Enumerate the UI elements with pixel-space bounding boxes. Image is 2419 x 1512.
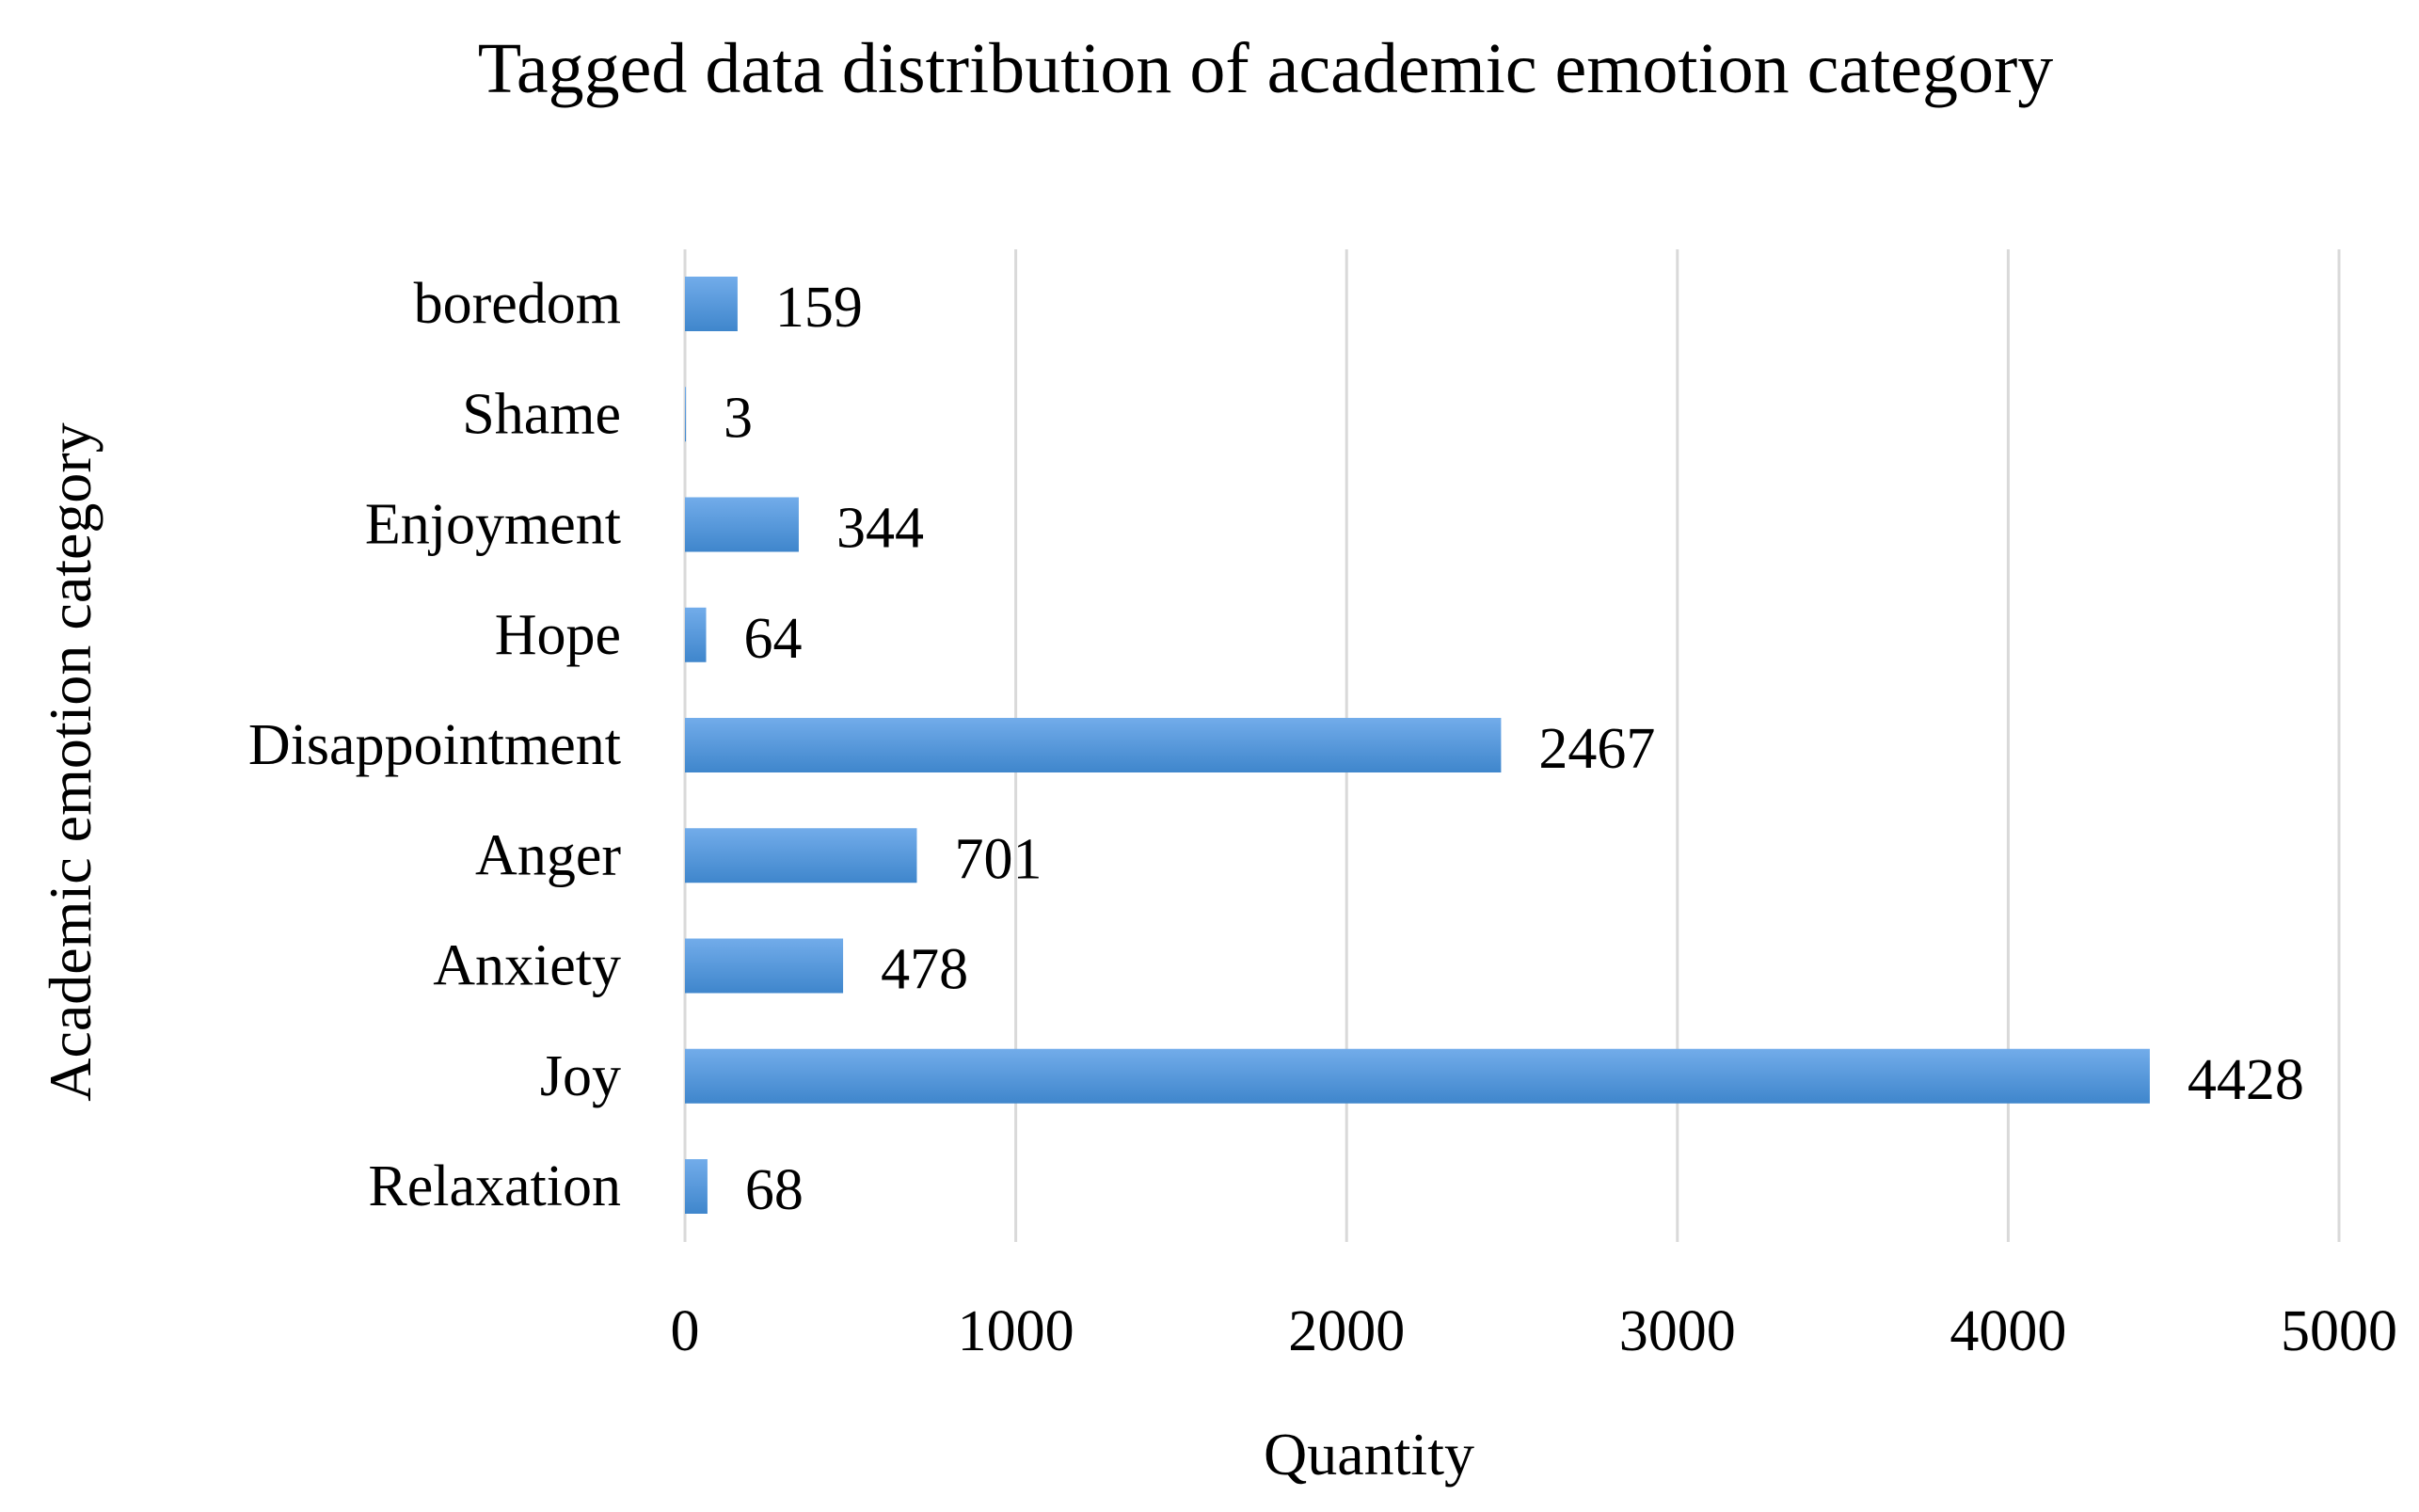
x-axis-title: Quantity [1264, 1421, 1474, 1488]
bar-enjoyment [685, 497, 799, 552]
data-label-hope: 64 [744, 607, 803, 671]
data-label-anxiety: 478 [881, 938, 968, 1002]
bar-joy [685, 1048, 2150, 1104]
bar-shame [685, 387, 687, 442]
x-axis-tick-labels: 0 1000 2000 3000 4000 5000 [671, 1299, 2398, 1363]
bar-anxiety [685, 938, 844, 994]
x-tick-label: 4000 [1950, 1299, 2066, 1363]
data-label-anger: 701 [954, 827, 1042, 891]
category-label-joy: Joy [540, 1044, 621, 1108]
y-axis-title: Academic emotion category [37, 422, 103, 1101]
chart-title: Tagged data distribution of academic emo… [478, 29, 2054, 108]
bar-disappointment [685, 718, 1502, 772]
data-label-boredom: 159 [775, 276, 863, 340]
category-label-boredom: boredom [414, 272, 621, 336]
category-label-anger: Anger [475, 823, 621, 887]
bars [685, 277, 2150, 1214]
data-label-relaxation: 68 [745, 1158, 804, 1222]
bar-relaxation [685, 1159, 708, 1214]
data-labels: 159 3 344 64 2467 701 478 4428 68 [724, 276, 2304, 1222]
data-label-enjoyment: 344 [836, 497, 924, 561]
x-tick-label: 3000 [1619, 1299, 1736, 1363]
bar-anger [685, 828, 917, 883]
x-tick-label: 0 [671, 1299, 700, 1363]
x-tick-label: 5000 [2281, 1299, 2397, 1363]
category-label-relaxation: Relaxation [368, 1154, 621, 1218]
bar-hope [685, 607, 707, 662]
data-label-disappointment: 2467 [1538, 717, 1655, 781]
category-label-disappointment: Disappointment [248, 713, 621, 777]
category-labels: boredom Shame Enjoyment Hope Disappointment A… [248, 272, 621, 1218]
category-label-shame: Shame [462, 382, 621, 446]
category-label-enjoyment: Enjoyment [365, 493, 621, 557]
x-tick-label: 2000 [1288, 1299, 1405, 1363]
bar-boredom [685, 277, 738, 331]
category-label-anxiety: Anxiety [433, 934, 621, 998]
data-label-shame: 3 [724, 386, 753, 450]
data-label-joy: 4428 [2188, 1048, 2304, 1112]
x-tick-label: 1000 [958, 1299, 1074, 1363]
category-label-hope: Hope [495, 603, 621, 667]
